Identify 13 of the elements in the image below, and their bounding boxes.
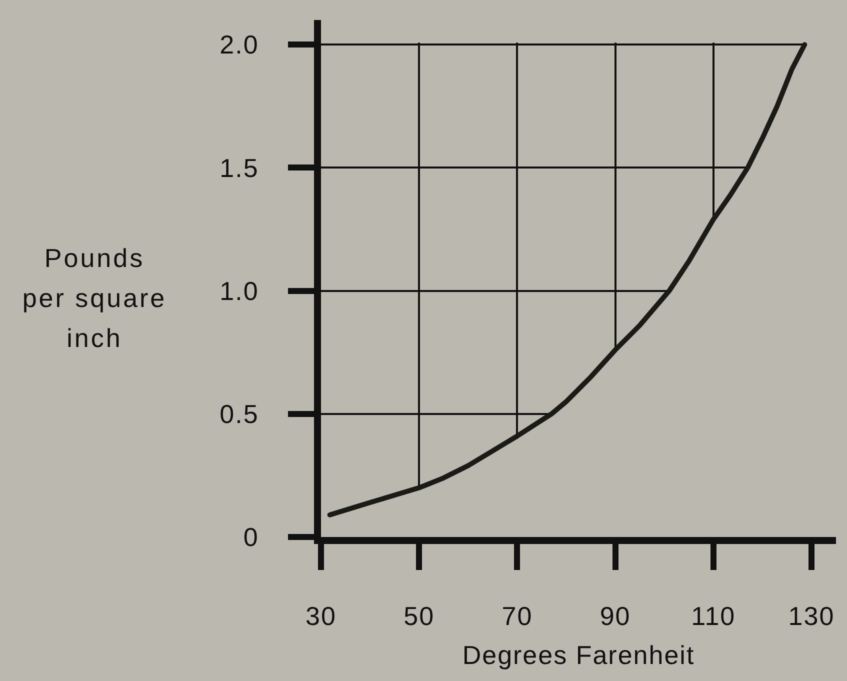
- y-tick-label: 0: [243, 522, 259, 552]
- x-tick-label: 50: [404, 601, 435, 632]
- x-tick-label: 30: [306, 601, 336, 632]
- x-tick-label: 110: [691, 601, 736, 632]
- y-tick-label: 2.0: [220, 30, 259, 60]
- y-tick-label: 1.0: [220, 276, 259, 306]
- y-axis-title: Pounds per square inch: [21, 242, 168, 355]
- x-tick-label: 90: [600, 601, 631, 632]
- y-tick-label: 1.5: [220, 152, 259, 183]
- x-axis-title: Degrees Farenheit: [462, 640, 695, 670]
- x-tick-label: 70: [502, 601, 533, 632]
- y-tick-label: 0.5: [220, 399, 259, 429]
- x-tick-label: 130: [788, 601, 835, 632]
